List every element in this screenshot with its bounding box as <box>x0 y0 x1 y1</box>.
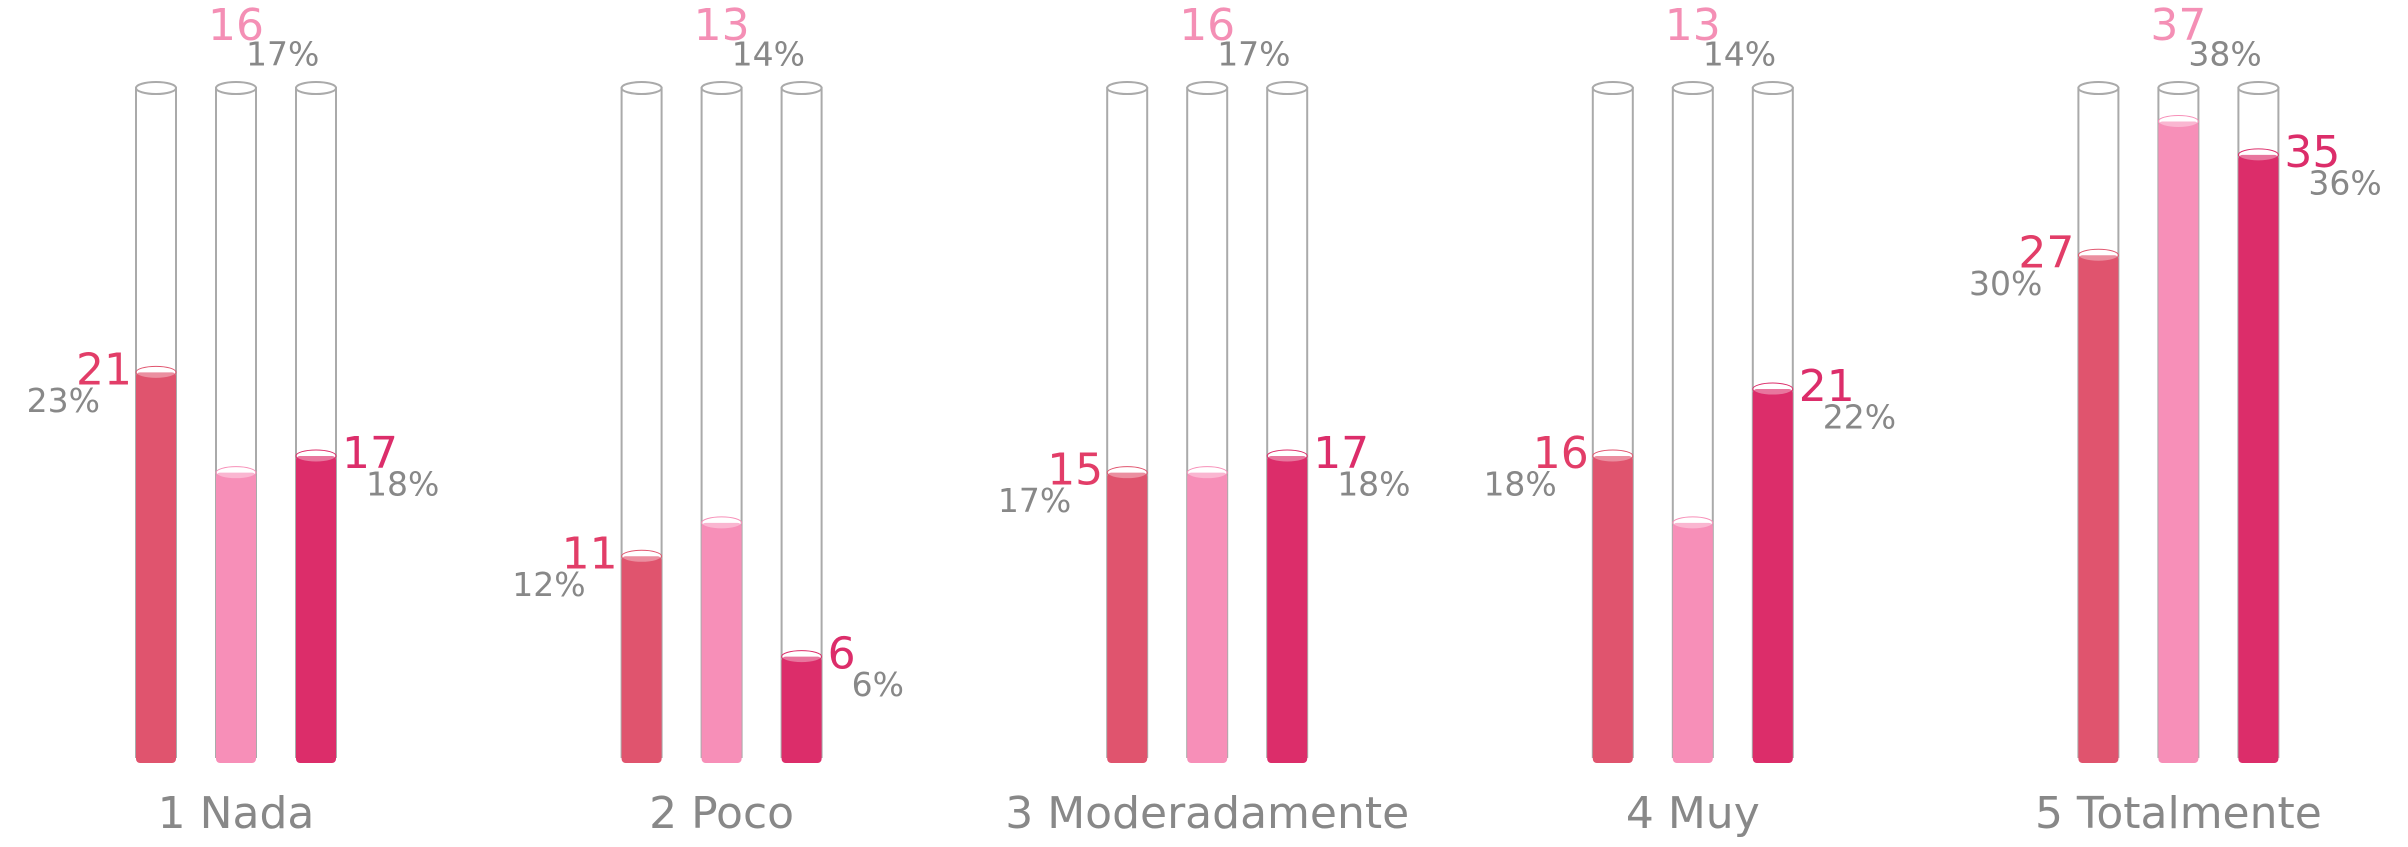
count-label: 16 <box>1533 428 1589 479</box>
bar <box>701 522 742 763</box>
category-label: 4 Muy <box>1626 788 1760 839</box>
bar-top <box>701 516 743 530</box>
bar <box>136 372 176 763</box>
bar-top <box>1752 382 1794 396</box>
bar-top <box>2237 148 2279 162</box>
value-label: 38% <box>2188 35 2261 74</box>
count-label: 15 <box>1047 445 1103 496</box>
bar-top <box>135 365 177 379</box>
count-label: 16 <box>1179 0 1235 51</box>
bar-top <box>295 449 337 463</box>
bar <box>621 556 662 763</box>
tube-top <box>215 81 257 95</box>
tube-top <box>1266 81 1309 95</box>
count-label: 16 <box>208 0 264 51</box>
category-label: 2 Poco <box>649 788 794 839</box>
value-label: 12% <box>512 565 585 604</box>
bar <box>2158 121 2199 763</box>
value-label: 14% <box>732 35 805 74</box>
count-label: 27 <box>2018 227 2074 278</box>
tube-top <box>1751 81 1794 95</box>
bar-top <box>1592 449 1634 463</box>
tube-top <box>135 81 177 95</box>
bar <box>1187 472 1228 763</box>
tube-top <box>1591 81 1634 95</box>
bar-top <box>781 650 823 664</box>
category-label: 5 Totalmente <box>2035 788 2322 839</box>
tube-top <box>700 81 743 95</box>
value-label: 23% <box>27 381 100 420</box>
bar-top <box>215 466 257 480</box>
bar <box>296 455 336 763</box>
value-label: 22% <box>1823 398 1896 437</box>
bar-top <box>2077 248 2119 262</box>
value-label: 6% <box>852 665 904 704</box>
bar-top <box>1186 466 1228 480</box>
bar <box>781 656 822 763</box>
value-label: 18% <box>366 464 439 503</box>
bar <box>2078 255 2119 763</box>
bar <box>1752 389 1793 763</box>
bar <box>2238 154 2279 763</box>
bar-top <box>1266 449 1308 463</box>
count-label: 17 <box>342 428 398 479</box>
bar <box>1267 455 1308 763</box>
count-label: 6 <box>828 629 856 680</box>
tube-top <box>1106 81 1149 95</box>
tube-top <box>2157 81 2200 95</box>
tube-top <box>295 81 337 95</box>
bar-top <box>621 549 663 563</box>
category-label: 1 Nada <box>158 788 315 839</box>
value-label: 18% <box>1337 464 1410 503</box>
tube-top <box>1186 81 1229 95</box>
value-label: 30% <box>1969 264 2042 303</box>
value-label: 17% <box>998 481 1071 520</box>
value-label: 36% <box>2308 163 2381 202</box>
tube-top <box>2237 81 2280 95</box>
category-label: 3 Moderadamente <box>1005 788 1409 839</box>
bar-top <box>1672 516 1714 530</box>
bar <box>1107 472 1148 763</box>
tube-top <box>1671 81 1714 95</box>
count-label: 21 <box>76 344 132 395</box>
value-label: 18% <box>1483 464 1556 503</box>
count-label: 13 <box>694 0 750 51</box>
value-label: 17% <box>1217 35 1290 74</box>
value-label: 14% <box>1703 35 1776 74</box>
bar-top <box>1106 466 1148 480</box>
value-label: 17% <box>246 35 319 74</box>
tube-top <box>780 81 823 95</box>
count-label: 21 <box>1799 361 1855 412</box>
count-label: 13 <box>1665 0 1721 51</box>
tube-top <box>2077 81 2120 95</box>
bar <box>1672 522 1713 763</box>
tube-top <box>620 81 663 95</box>
bar <box>1592 455 1633 763</box>
count-label: 35 <box>2284 127 2340 178</box>
bar-top <box>2157 114 2199 128</box>
count-label: 11 <box>562 528 618 579</box>
bar <box>216 472 256 763</box>
count-label: 37 <box>2150 0 2206 51</box>
count-label: 17 <box>1313 428 1369 479</box>
